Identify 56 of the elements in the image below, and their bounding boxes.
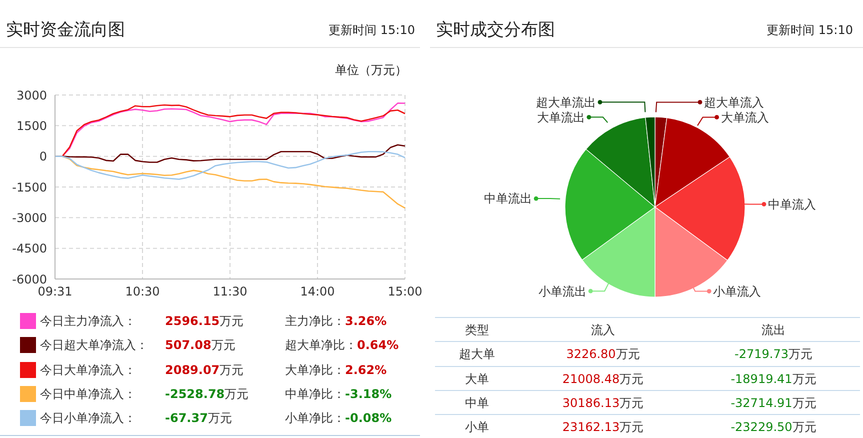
- y-tick-label: -4500: [12, 242, 47, 256]
- text: -23229.50万元: [730, 420, 816, 434]
- slice-label: 超大单流入: [704, 95, 764, 110]
- legend-label: 今日小单净流入：: [40, 411, 136, 426]
- chart-subtitle: 更新时间 15:10: [328, 23, 415, 37]
- text: -18919.41万元: [730, 372, 816, 386]
- slice-label: 中单流出: [484, 192, 532, 206]
- chart-title: 实时资金流向图: [6, 20, 125, 40]
- text: 23162.13万元: [562, 420, 644, 434]
- x-tick-label: 14:00: [300, 284, 335, 299]
- text: 2596.15万元: [165, 314, 244, 328]
- x-tick-label: 10:30: [125, 284, 160, 299]
- legend-label: 今日中单净流入：: [40, 386, 136, 401]
- y-tick-label: 1500: [16, 118, 47, 133]
- slice-label: 大单流出: [536, 110, 585, 124]
- text: 2089.07万元: [165, 362, 244, 377]
- text: 超大单净比：0.64%: [285, 338, 399, 352]
- text: -2528.78万元: [165, 386, 249, 401]
- text: 小单: [465, 420, 489, 434]
- text: 流出: [762, 323, 786, 337]
- chart-subtitle: 更新时间 15:10: [766, 23, 853, 37]
- legend-label: 今日大单净流入：: [40, 362, 136, 377]
- text: -67.37万元: [165, 411, 232, 426]
- text: 3226.80万元: [566, 347, 640, 362]
- text: 流入: [591, 323, 615, 337]
- slice-label: 中单流入: [768, 197, 816, 212]
- slice-label: 小单流入: [713, 284, 762, 298]
- text: 中单: [465, 396, 489, 410]
- y-tick-label: 3000: [16, 88, 47, 102]
- y-tick-label: 0: [39, 150, 47, 164]
- x-tick-label: 09:31: [38, 284, 72, 299]
- legend-label: 今日主力净流入：: [40, 314, 136, 328]
- text: 21008.48万元: [562, 372, 644, 386]
- text: 30186.13万元: [562, 396, 644, 410]
- text: -2719.73万元: [734, 347, 812, 362]
- x-tick-label: 11:30: [212, 284, 248, 299]
- chart-title: 实时成交分布图: [436, 20, 555, 40]
- y-axis-title: 单位（万元）: [335, 63, 407, 77]
- y-tick-label: -1500: [12, 180, 47, 194]
- text: 中单净比：-3.18%: [285, 386, 392, 401]
- slice-label: 大单流入: [720, 110, 769, 124]
- text: 507.08万元: [165, 338, 236, 352]
- text: 类型: [465, 323, 489, 337]
- line-series: [54, 150, 406, 180]
- text: 超大单: [459, 347, 495, 362]
- y-tick-label: -3000: [12, 210, 47, 225]
- y-tick-label: -6000: [12, 272, 47, 286]
- text: 大单: [465, 372, 489, 386]
- slice-label: 超大单流出: [536, 95, 596, 110]
- slice-label: 小单流出: [538, 284, 587, 298]
- x-tick-label: 15:00: [388, 284, 422, 299]
- text: 大单净比：2.62%: [285, 362, 387, 377]
- legend-label: 今日超大单净流入：: [40, 338, 148, 352]
- text: 主力净比：3.26%: [285, 314, 387, 328]
- text: -32714.91万元: [730, 396, 816, 410]
- text: 小单净比：-0.08%: [285, 411, 392, 426]
